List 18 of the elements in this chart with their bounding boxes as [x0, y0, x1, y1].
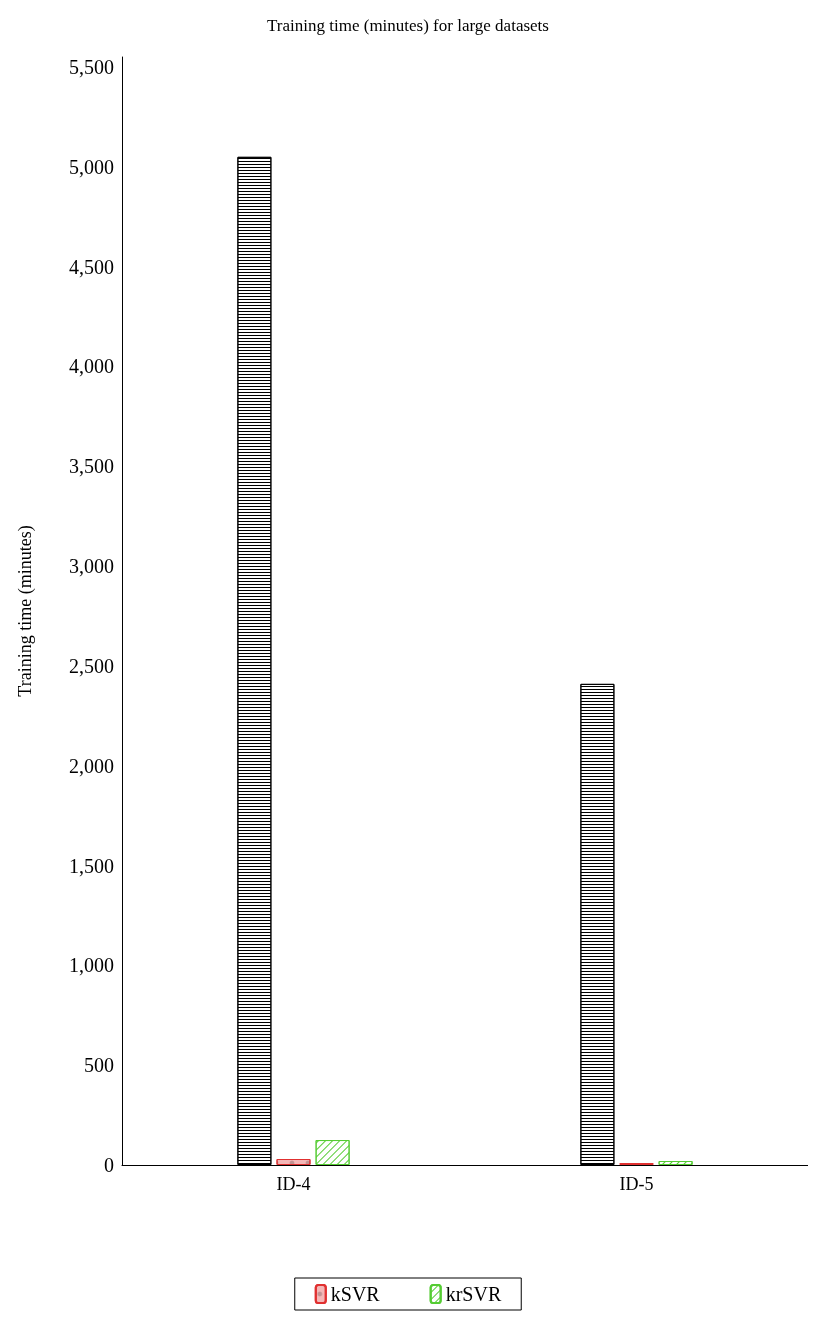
- y-tick-label: 2,000: [69, 754, 114, 777]
- y-tick-label: 3,000: [69, 555, 114, 578]
- y-tick-label: 4,500: [69, 255, 114, 278]
- y-axis-title: Training time (minutes): [15, 525, 36, 697]
- y-tick-label: 4,000: [69, 355, 114, 378]
- y-tick-label: 1,000: [69, 954, 114, 977]
- y-tick-label: 0: [104, 1154, 114, 1176]
- y-tick-label: 5,500: [69, 55, 114, 78]
- x-tick-label: ID-5: [619, 1174, 654, 1194]
- chart-title: Training time (minutes) for large datasets: [267, 16, 549, 35]
- legend-label: kSVR: [330, 1283, 381, 1305]
- y-tick-label: 5,000: [69, 155, 114, 178]
- x-tick-label: ID-4: [276, 1174, 311, 1194]
- legend-label: krSVR: [445, 1283, 502, 1305]
- y-tick-label: 1,500: [69, 854, 114, 877]
- y-tick-label: 2,500: [69, 654, 114, 677]
- y-tick-label: 3,500: [69, 455, 114, 478]
- y-tick-label: 500: [84, 1054, 114, 1077]
